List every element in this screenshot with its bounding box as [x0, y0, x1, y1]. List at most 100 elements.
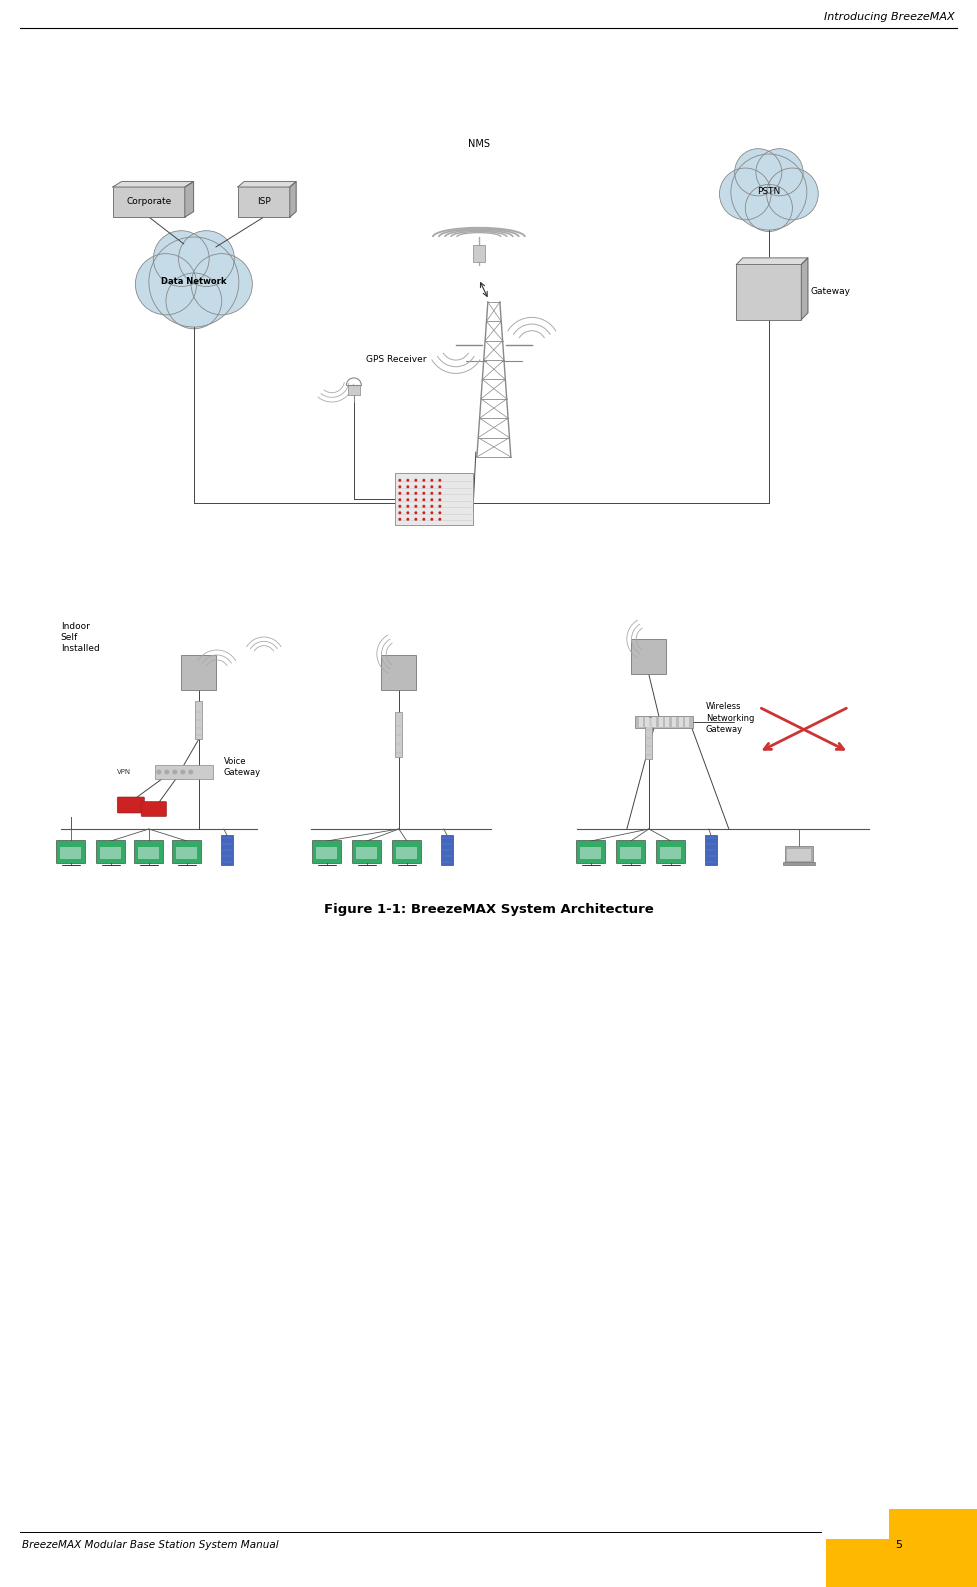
- Text: Figure 1-1: BreezeMAX System Architecture: Figure 1-1: BreezeMAX System Architectur…: [323, 903, 654, 916]
- Text: ISP: ISP: [257, 197, 271, 206]
- Circle shape: [735, 149, 782, 195]
- FancyBboxPatch shape: [313, 840, 341, 863]
- FancyBboxPatch shape: [635, 716, 693, 728]
- FancyBboxPatch shape: [393, 840, 421, 863]
- Text: NMS: NMS: [468, 140, 489, 149]
- Text: Voice
Gateway: Voice Gateway: [224, 757, 261, 778]
- Circle shape: [422, 517, 425, 521]
- FancyBboxPatch shape: [397, 846, 417, 860]
- Text: GPS Receiver: GPS Receiver: [365, 355, 426, 363]
- Polygon shape: [185, 181, 193, 217]
- Polygon shape: [237, 181, 296, 187]
- Circle shape: [414, 517, 417, 521]
- FancyBboxPatch shape: [616, 840, 645, 863]
- FancyBboxPatch shape: [826, 1539, 977, 1587]
- FancyBboxPatch shape: [154, 765, 213, 779]
- Polygon shape: [737, 259, 808, 265]
- FancyBboxPatch shape: [620, 846, 641, 860]
- FancyBboxPatch shape: [177, 846, 197, 860]
- Polygon shape: [801, 259, 808, 319]
- Circle shape: [399, 511, 402, 514]
- Circle shape: [399, 505, 402, 508]
- FancyBboxPatch shape: [348, 386, 360, 395]
- Circle shape: [439, 498, 442, 501]
- Circle shape: [399, 498, 402, 501]
- Circle shape: [406, 511, 409, 514]
- Circle shape: [756, 149, 803, 195]
- Circle shape: [414, 479, 417, 482]
- Circle shape: [399, 486, 402, 489]
- FancyBboxPatch shape: [395, 473, 473, 525]
- Circle shape: [439, 486, 442, 489]
- FancyBboxPatch shape: [141, 801, 166, 816]
- FancyBboxPatch shape: [61, 846, 81, 860]
- Circle shape: [164, 770, 169, 774]
- Circle shape: [414, 492, 417, 495]
- Circle shape: [767, 168, 819, 219]
- Circle shape: [422, 479, 425, 482]
- Circle shape: [172, 770, 178, 774]
- Circle shape: [414, 486, 417, 489]
- FancyBboxPatch shape: [679, 717, 683, 727]
- Circle shape: [399, 517, 402, 521]
- Circle shape: [422, 492, 425, 495]
- Circle shape: [406, 486, 409, 489]
- Circle shape: [745, 184, 792, 232]
- FancyBboxPatch shape: [665, 717, 669, 727]
- Circle shape: [439, 492, 442, 495]
- FancyBboxPatch shape: [783, 862, 815, 865]
- Circle shape: [430, 511, 434, 514]
- Circle shape: [430, 479, 434, 482]
- FancyBboxPatch shape: [139, 846, 159, 860]
- Circle shape: [399, 492, 402, 495]
- Circle shape: [422, 486, 425, 489]
- Circle shape: [181, 770, 186, 774]
- Circle shape: [149, 236, 238, 327]
- Circle shape: [191, 254, 252, 314]
- Circle shape: [422, 505, 425, 508]
- FancyBboxPatch shape: [660, 846, 681, 860]
- Circle shape: [406, 479, 409, 482]
- Circle shape: [422, 498, 425, 501]
- Circle shape: [439, 511, 442, 514]
- Circle shape: [414, 498, 417, 501]
- Circle shape: [153, 230, 209, 287]
- FancyBboxPatch shape: [182, 654, 216, 689]
- Circle shape: [399, 479, 402, 482]
- Text: Indoor
Self
Installed: Indoor Self Installed: [61, 622, 100, 654]
- Circle shape: [406, 498, 409, 501]
- Circle shape: [731, 154, 807, 230]
- Circle shape: [439, 505, 442, 508]
- FancyBboxPatch shape: [672, 717, 676, 727]
- FancyBboxPatch shape: [113, 187, 185, 217]
- Polygon shape: [290, 181, 296, 217]
- Circle shape: [406, 517, 409, 521]
- Text: PSTN: PSTN: [757, 187, 781, 197]
- Text: Wireless
Networking
Gateway: Wireless Networking Gateway: [705, 703, 754, 733]
- Circle shape: [430, 505, 434, 508]
- FancyBboxPatch shape: [117, 797, 145, 813]
- FancyBboxPatch shape: [704, 835, 717, 865]
- FancyBboxPatch shape: [195, 701, 202, 740]
- Circle shape: [414, 505, 417, 508]
- FancyBboxPatch shape: [639, 717, 643, 727]
- FancyBboxPatch shape: [737, 265, 801, 319]
- Circle shape: [406, 505, 409, 508]
- Circle shape: [430, 517, 434, 521]
- Circle shape: [430, 492, 434, 495]
- Circle shape: [156, 770, 161, 774]
- FancyBboxPatch shape: [317, 846, 337, 860]
- Text: BreezeMAX Modular Base Station System Manual: BreezeMAX Modular Base Station System Ma…: [22, 1539, 278, 1550]
- FancyBboxPatch shape: [576, 840, 605, 863]
- Circle shape: [719, 168, 771, 219]
- Text: Data Network: Data Network: [161, 278, 227, 287]
- FancyBboxPatch shape: [685, 717, 689, 727]
- Circle shape: [136, 254, 196, 314]
- Circle shape: [430, 498, 434, 501]
- FancyBboxPatch shape: [785, 846, 813, 863]
- FancyBboxPatch shape: [101, 846, 121, 860]
- Circle shape: [430, 486, 434, 489]
- Circle shape: [422, 511, 425, 514]
- FancyBboxPatch shape: [786, 849, 811, 862]
- FancyBboxPatch shape: [631, 640, 666, 674]
